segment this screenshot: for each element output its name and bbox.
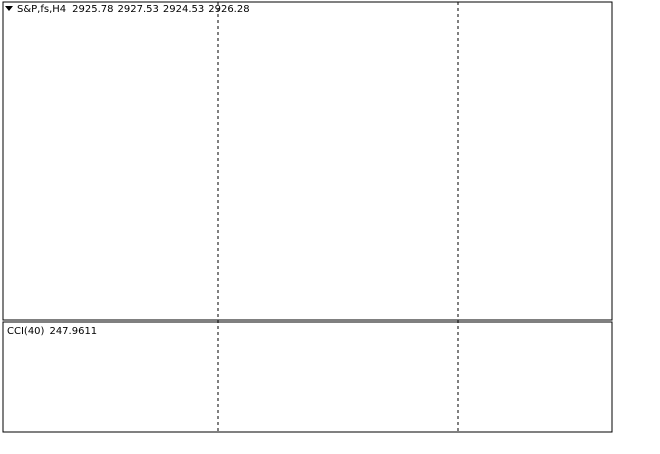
cci-last-value: 247.9611 [49,326,97,337]
last-low: 2924.53 [163,4,204,15]
cci-panel-frame [2,321,613,433]
menu-triangle[interactable] [5,6,13,11]
symbol-title: S&P,fs,H4 [17,4,66,15]
cci-header: CCI(40) 247.9611 [7,326,97,337]
last-close: 2926.28 [208,4,249,15]
chart-header: S&P,fs,H4 2925.78 2927.53 2924.53 2926.28 [17,4,250,15]
last-high: 2927.53 [118,4,159,15]
last-open: 2925.78 [72,4,113,15]
main-panel-frame [2,1,613,321]
cci-title: CCI(40) [7,326,45,337]
